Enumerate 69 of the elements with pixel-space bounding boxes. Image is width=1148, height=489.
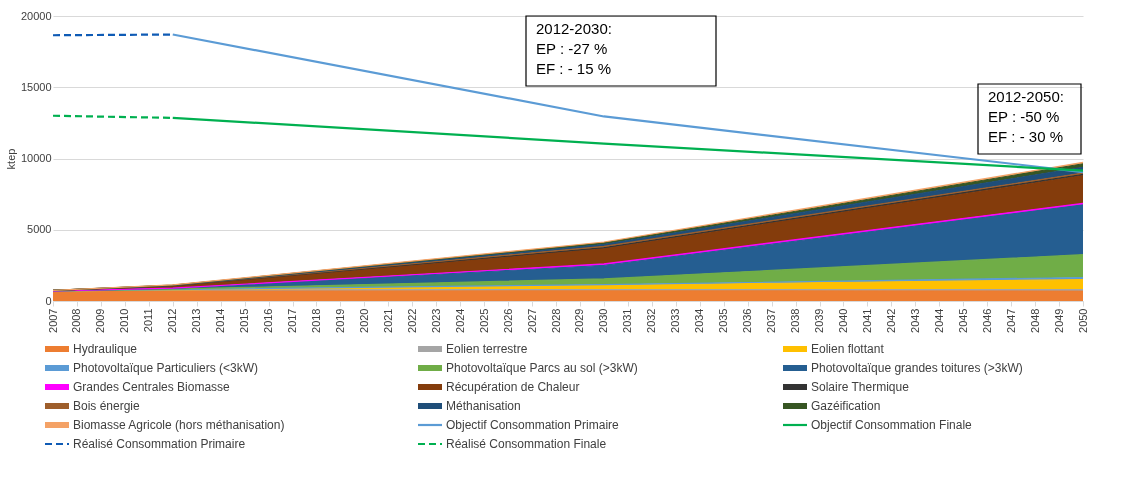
- x-tick-label: 2043: [908, 308, 921, 333]
- x-tick-label: 2046: [980, 308, 993, 333]
- legend-label: Hydraulique: [73, 342, 138, 356]
- legend-label: Eolien flottant: [811, 342, 885, 356]
- legend-label: Bois énergie: [73, 399, 141, 413]
- legend-label: Photovoltaïque Parcs au sol (>3kW): [446, 361, 638, 375]
- x-tick-label: 2010: [118, 308, 131, 333]
- y-axis-title: ktep: [4, 148, 17, 170]
- legend-label: Objectif Consommation Primaire: [446, 418, 620, 432]
- x-tick-label: 2025: [477, 308, 490, 333]
- x-tick-label: 2016: [262, 308, 275, 333]
- x-tick-label: 2019: [333, 308, 346, 333]
- x-tick-label: 2021: [381, 308, 394, 333]
- x-tick-label: 2044: [932, 308, 945, 333]
- x-tick-label: 2030: [597, 308, 610, 333]
- x-tick-label: 2035: [717, 308, 730, 333]
- x-tick-label: 2022: [405, 308, 418, 333]
- x-tick-label: 2033: [669, 308, 682, 333]
- x-tick-label: 2038: [789, 308, 802, 333]
- x-tick-label: 2041: [860, 308, 873, 333]
- legend-label: Objectif Consommation Finale: [811, 418, 973, 432]
- y-tick-label: 5000: [27, 223, 52, 236]
- x-tick-label: 2017: [286, 308, 299, 333]
- annotation: 2012-2030: EP : -27 % EF : - 15 %: [536, 20, 612, 77]
- x-tick-label: 2027: [525, 308, 538, 333]
- y-tick-label: 0: [45, 294, 52, 307]
- x-tick-label: 2039: [813, 308, 826, 333]
- x-tick-label: 2020: [357, 308, 370, 333]
- x-tick-label: 2032: [645, 308, 658, 333]
- y-tick-label: 20000: [20, 9, 52, 22]
- x-tick-label: 2018: [309, 308, 322, 333]
- legend-label: Méthanisation: [446, 399, 521, 413]
- x-tick-label: 2026: [501, 308, 514, 333]
- legend-label: Réalisé Consommation Finale: [446, 437, 607, 451]
- annotation: 2012-2050: EP : -50 % EF : - 30 %: [988, 88, 1064, 145]
- x-tick-label: 2009: [94, 308, 107, 333]
- x-tick-label: 2024: [453, 308, 466, 333]
- x-tick-label: 2049: [1052, 308, 1065, 333]
- legend-label: Eolien terrestre: [446, 342, 528, 356]
- x-tick-label: 2048: [1028, 308, 1041, 333]
- x-tick-label: 2011: [142, 308, 155, 333]
- legend-label: Grandes Centrales Biomasse: [73, 380, 231, 394]
- legend-label: Photovoltaïque grandes toitures (>3kW): [811, 361, 1023, 375]
- x-tick-label: 2008: [70, 308, 83, 333]
- legend-label: Réalisé Consommation Primaire: [73, 437, 246, 451]
- x-tick-label: 2045: [956, 308, 969, 333]
- x-tick-label: 2037: [765, 308, 778, 333]
- x-tick-label: 2015: [238, 308, 251, 333]
- legend-label: Photovoltaïque Particuliers (<3kW): [73, 361, 259, 375]
- x-tick-label: 2013: [190, 308, 203, 333]
- x-tick-label: 2047: [1004, 308, 1017, 333]
- x-tick-label: 2014: [214, 308, 227, 333]
- x-tick-label: 2029: [573, 308, 586, 333]
- y-tick-label: 15000: [20, 80, 52, 93]
- x-tick-label: 2036: [741, 308, 754, 333]
- x-tick-label: 2050: [1076, 308, 1089, 333]
- legend-label: Récupération de Chaleur: [446, 380, 580, 394]
- legend-label: Biomasse Agricole (hors méthanisation): [73, 418, 285, 432]
- x-tick-label: 2031: [621, 308, 634, 333]
- x-tick-label: 2023: [429, 308, 442, 333]
- legend-label: Solaire Thermique: [811, 380, 910, 394]
- x-tick-label: 2034: [693, 308, 706, 333]
- y-tick-label: 10000: [20, 152, 52, 164]
- legend-label: Gazéification: [811, 399, 881, 413]
- x-tick-label: 2042: [884, 308, 897, 333]
- x-tick-label: 2012: [166, 308, 179, 333]
- x-tick-label: 2028: [549, 308, 562, 333]
- x-tick-label: 2007: [46, 308, 59, 333]
- x-tick-label: 2040: [836, 308, 849, 333]
